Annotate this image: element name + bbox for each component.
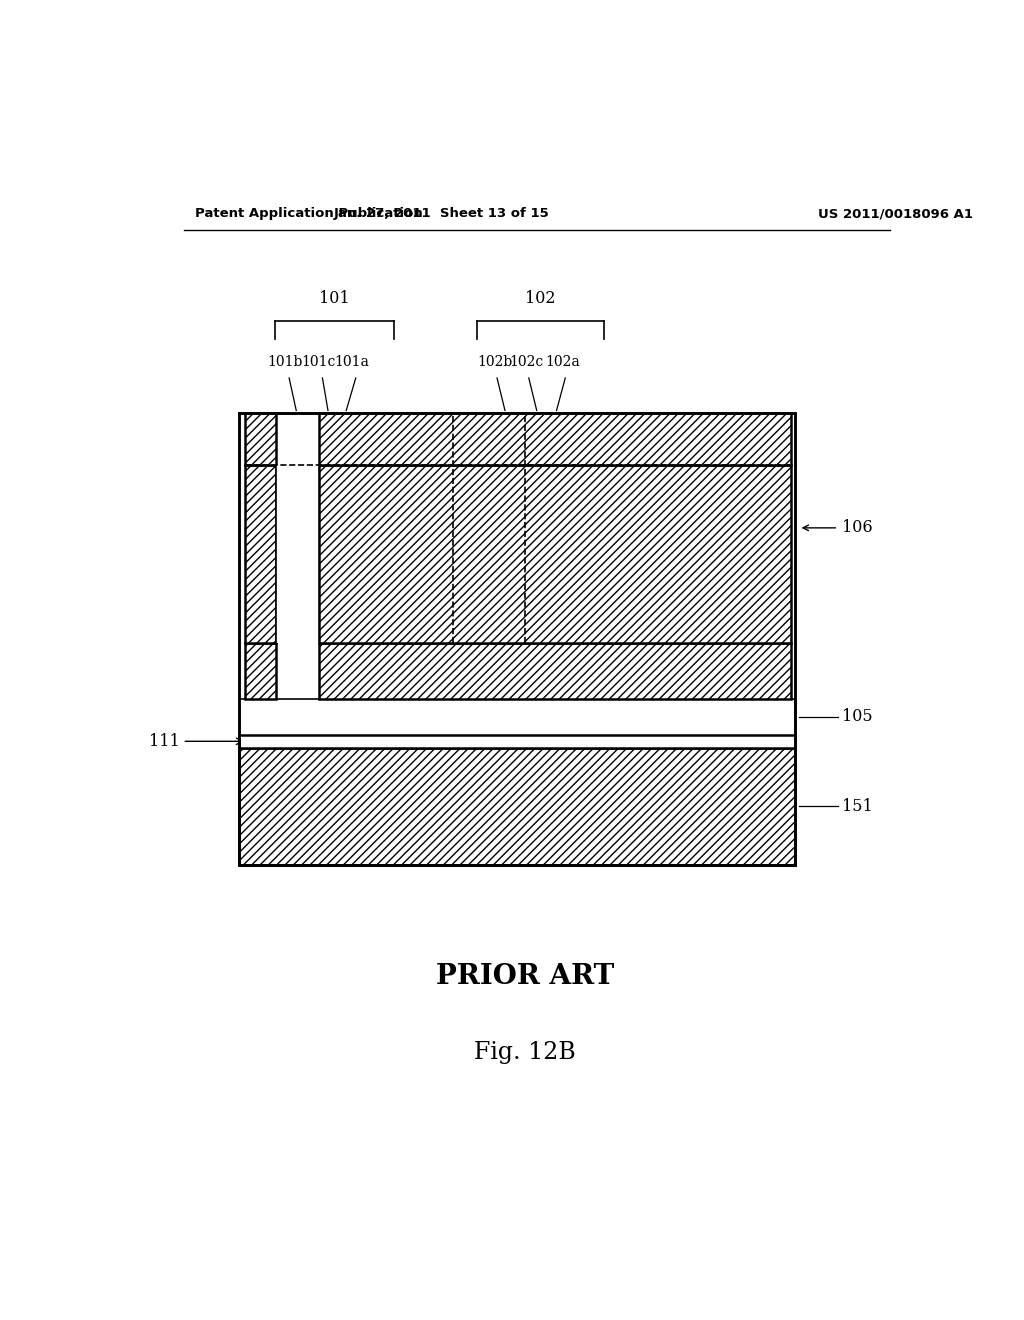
Text: 111: 111 <box>148 733 243 750</box>
Bar <box>246 413 275 466</box>
Bar <box>319 643 791 700</box>
Text: 101c: 101c <box>301 355 336 368</box>
Bar <box>240 735 795 748</box>
Text: US 2011/0018096 A1: US 2011/0018096 A1 <box>818 207 974 220</box>
Text: Fig. 12B: Fig. 12B <box>474 1041 575 1064</box>
Bar <box>246 643 275 700</box>
Bar <box>246 466 275 643</box>
Bar <box>275 466 319 643</box>
Bar <box>246 643 275 700</box>
Text: Jan. 27, 2011  Sheet 13 of 15: Jan. 27, 2011 Sheet 13 of 15 <box>334 207 549 220</box>
Bar <box>240 413 795 865</box>
Text: 102c: 102c <box>509 355 544 368</box>
Bar <box>240 748 795 865</box>
Text: PRIOR ART: PRIOR ART <box>435 964 614 990</box>
Text: 101: 101 <box>319 290 349 308</box>
Bar <box>240 748 795 865</box>
Text: 106: 106 <box>842 519 872 536</box>
Bar <box>319 643 791 700</box>
Text: 102a: 102a <box>546 355 581 368</box>
Bar <box>246 413 275 466</box>
Bar <box>246 466 275 643</box>
Text: 151: 151 <box>842 797 873 814</box>
Bar <box>319 413 791 466</box>
Text: 101b: 101b <box>267 355 303 368</box>
Bar <box>319 466 791 643</box>
Text: 102b: 102b <box>477 355 512 368</box>
Text: 101a: 101a <box>335 355 370 368</box>
Bar <box>319 466 791 643</box>
Text: Patent Application Publication: Patent Application Publication <box>196 207 423 220</box>
Text: 102: 102 <box>525 290 556 308</box>
Bar <box>319 413 791 466</box>
Text: 105: 105 <box>842 709 872 726</box>
